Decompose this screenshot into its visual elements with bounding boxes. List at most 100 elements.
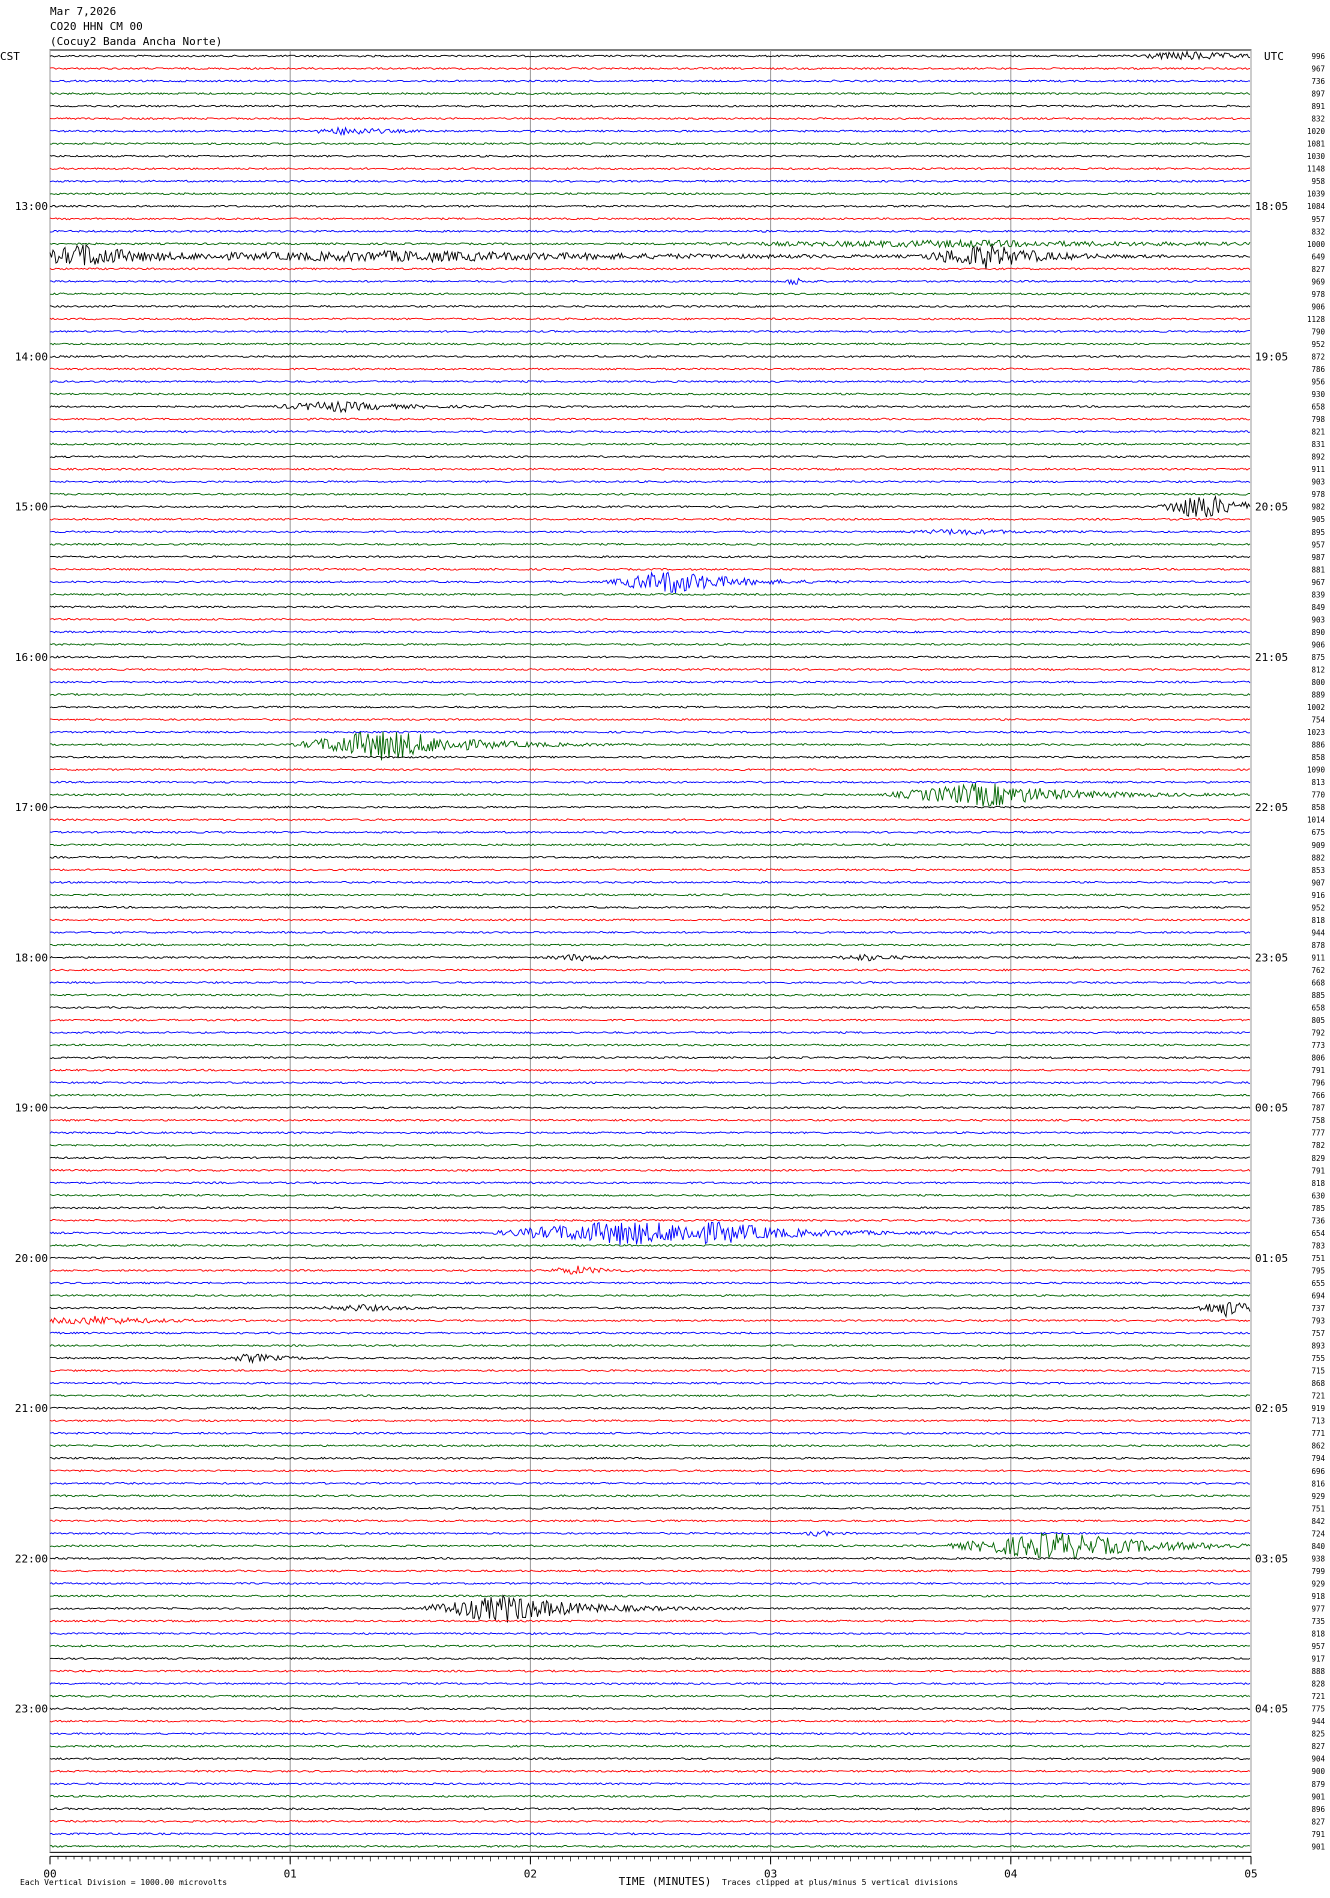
trace (49, 192, 1251, 196)
trace (49, 1293, 1251, 1298)
trace (49, 705, 1251, 709)
trace (49, 1394, 1251, 1398)
trace (49, 567, 1251, 571)
trace-scale: 786 (1311, 365, 1325, 374)
trace-scale: 785 (1311, 1204, 1325, 1213)
trace (49, 1301, 1251, 1319)
trace (49, 943, 1251, 947)
trace-scale: 791 (1311, 1166, 1325, 1175)
trace-scale: 929 (1311, 1579, 1325, 1588)
trace-scale: 827 (1311, 1742, 1325, 1751)
trace-scale: 736 (1311, 1216, 1325, 1225)
trace-scale: 916 (1311, 891, 1325, 900)
title: Mar 7,2026 (50, 5, 116, 18)
trace-scale: 813 (1311, 778, 1325, 787)
trace (49, 1043, 1251, 1047)
x-axis-title: TIME (MINUTES) (619, 1875, 712, 1888)
trace (49, 49, 1251, 61)
trace-scale: 812 (1311, 665, 1325, 674)
trace-scale: 831 (1311, 440, 1325, 449)
trace-scale: 901 (1311, 1842, 1325, 1851)
trace-scale: 829 (1311, 1154, 1325, 1163)
trace-scale: 724 (1311, 1529, 1325, 1538)
trace-scale: 919 (1311, 1404, 1325, 1413)
trace-scale: 930 (1311, 390, 1325, 399)
trace (49, 1444, 1251, 1448)
trace-scale: 881 (1311, 565, 1325, 574)
trace-scale: 891 (1311, 102, 1325, 111)
trace (49, 1807, 1251, 1811)
trace-scale: 713 (1311, 1417, 1325, 1426)
trace-scale: 658 (1311, 403, 1325, 412)
trace-scale: 1014 (1307, 816, 1326, 825)
x-tick-label: 04 (1004, 1867, 1018, 1880)
trace-scale: 794 (1311, 1454, 1325, 1463)
utc-hour-label: 01:05 (1255, 1252, 1288, 1265)
trace (49, 1265, 1251, 1275)
trace (49, 592, 1251, 596)
trace (49, 1632, 1251, 1636)
trace (49, 1719, 1251, 1723)
trace-scale: 757 (1311, 1329, 1325, 1338)
trace-scale: 798 (1311, 415, 1325, 424)
trace-scale: 654 (1311, 1229, 1325, 1238)
trace (49, 1406, 1251, 1410)
trace (49, 805, 1251, 809)
trace (49, 1732, 1251, 1736)
trace-scale: 892 (1311, 453, 1325, 462)
trace-scale: 929 (1311, 1492, 1325, 1501)
trace-scale: 766 (1311, 1091, 1325, 1100)
trace (49, 1506, 1251, 1510)
trace-scale: 853 (1311, 866, 1325, 875)
utc-hour-label: 00:05 (1255, 1102, 1288, 1115)
cst-hour-label: 16:00 (15, 651, 48, 664)
trace-scale: 882 (1311, 853, 1325, 862)
trace (49, 642, 1251, 646)
trace-scale: 885 (1311, 991, 1325, 1000)
trace-scale: 996 (1311, 52, 1325, 61)
trace (49, 66, 1251, 71)
trace (49, 905, 1251, 909)
trace (49, 154, 1250, 158)
trace (49, 1757, 1251, 1761)
trace-scale: 987 (1311, 553, 1325, 562)
trace (50, 1068, 1251, 1072)
trace (49, 354, 1251, 359)
trace-scale: 977 (1311, 1604, 1325, 1613)
trace (49, 893, 1251, 897)
trace-scale: 952 (1311, 340, 1325, 349)
trace (49, 1431, 1251, 1435)
plot-frame (49, 49, 1252, 1853)
trace-scale: 967 (1311, 578, 1325, 587)
trace (49, 142, 1251, 146)
trace-scale: 696 (1311, 1467, 1325, 1476)
trace (49, 980, 1251, 984)
trace-scale: 978 (1311, 490, 1325, 499)
trace-scale: 918 (1311, 1592, 1325, 1601)
trace-scale: 1002 (1307, 703, 1325, 712)
trace-scale: 1090 (1307, 766, 1326, 775)
trace (49, 1193, 1251, 1197)
trace-scale: 1084 (1307, 202, 1326, 211)
trace-scale: 818 (1311, 1630, 1325, 1639)
trace-scale: 668 (1311, 978, 1325, 987)
trace-scale: 795 (1311, 1266, 1325, 1275)
trace-scale: 825 (1311, 1730, 1325, 1739)
trace-scale: 828 (1311, 1680, 1325, 1689)
trace (49, 1218, 1251, 1222)
trace-scale: 911 (1311, 465, 1325, 474)
trace (49, 730, 1251, 734)
trace (49, 329, 1250, 333)
trace (49, 1844, 1251, 1848)
utc-hour-label: 19:05 (1255, 350, 1288, 363)
trace-scale: 832 (1311, 115, 1325, 124)
trace (49, 1056, 1251, 1060)
x-tick-label: 01 (284, 1867, 297, 1880)
trace (49, 843, 1251, 847)
trace-scale: 793 (1311, 1317, 1325, 1326)
trace (49, 1243, 1251, 1247)
trace-scale: 967 (1311, 65, 1325, 74)
trace (49, 494, 1251, 518)
trace-scale: 969 (1311, 277, 1325, 286)
trace-scale: 900 (1311, 1767, 1325, 1776)
